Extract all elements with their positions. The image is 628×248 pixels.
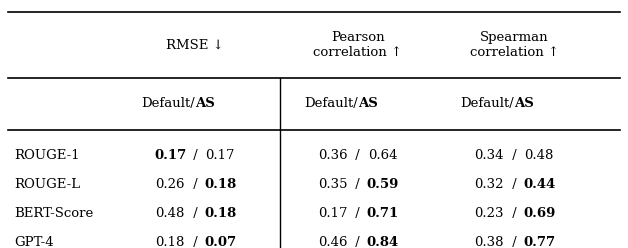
- Text: RMSE ↓: RMSE ↓: [166, 38, 224, 51]
- Text: /: /: [507, 207, 521, 220]
- Text: 0.84: 0.84: [367, 236, 399, 248]
- Text: /: /: [507, 236, 521, 248]
- Text: 0.32: 0.32: [474, 178, 504, 191]
- Text: 0.35: 0.35: [318, 178, 347, 191]
- Text: 0.34: 0.34: [474, 149, 504, 162]
- Text: AS: AS: [195, 97, 215, 110]
- Text: /: /: [507, 178, 521, 191]
- Text: /: /: [351, 207, 364, 220]
- Text: Default/: Default/: [460, 97, 514, 110]
- Text: AS: AS: [358, 97, 377, 110]
- Text: 0.59: 0.59: [367, 178, 399, 191]
- Text: /: /: [188, 178, 202, 191]
- Text: 0.77: 0.77: [523, 236, 555, 248]
- Text: 0.48: 0.48: [524, 149, 554, 162]
- Text: /: /: [351, 149, 364, 162]
- Text: 0.23: 0.23: [474, 207, 504, 220]
- Text: 0.17: 0.17: [154, 149, 186, 162]
- Text: /: /: [351, 178, 364, 191]
- Text: 0.44: 0.44: [523, 178, 555, 191]
- Text: ROUGE-L: ROUGE-L: [14, 178, 80, 191]
- Text: 0.18: 0.18: [204, 178, 237, 191]
- Text: 0.26: 0.26: [155, 178, 185, 191]
- Text: 0.07: 0.07: [204, 236, 236, 248]
- Text: 0.48: 0.48: [155, 207, 185, 220]
- Text: GPT-4: GPT-4: [14, 236, 53, 248]
- Text: ROUGE-1: ROUGE-1: [14, 149, 80, 162]
- Text: 0.46: 0.46: [318, 236, 347, 248]
- Text: 0.17: 0.17: [318, 207, 347, 220]
- Text: 0.18: 0.18: [155, 236, 185, 248]
- Text: 0.36: 0.36: [318, 149, 347, 162]
- Text: Spearman
correlation ↑: Spearman correlation ↑: [470, 31, 559, 59]
- Text: Default/: Default/: [304, 97, 358, 110]
- Text: 0.71: 0.71: [367, 207, 399, 220]
- Text: BERT-Score: BERT-Score: [14, 207, 93, 220]
- Text: /: /: [188, 236, 202, 248]
- Text: 0.18: 0.18: [204, 207, 237, 220]
- Text: 0.38: 0.38: [474, 236, 504, 248]
- Text: 0.64: 0.64: [368, 149, 398, 162]
- Text: 0.17: 0.17: [205, 149, 235, 162]
- Text: /: /: [188, 207, 202, 220]
- Text: Pearson
correlation ↑: Pearson correlation ↑: [313, 31, 403, 59]
- Text: /: /: [351, 236, 364, 248]
- Text: /: /: [507, 149, 521, 162]
- Text: AS: AS: [514, 97, 534, 110]
- Text: /: /: [188, 149, 202, 162]
- Text: 0.69: 0.69: [523, 207, 555, 220]
- Text: Default/: Default/: [141, 97, 195, 110]
